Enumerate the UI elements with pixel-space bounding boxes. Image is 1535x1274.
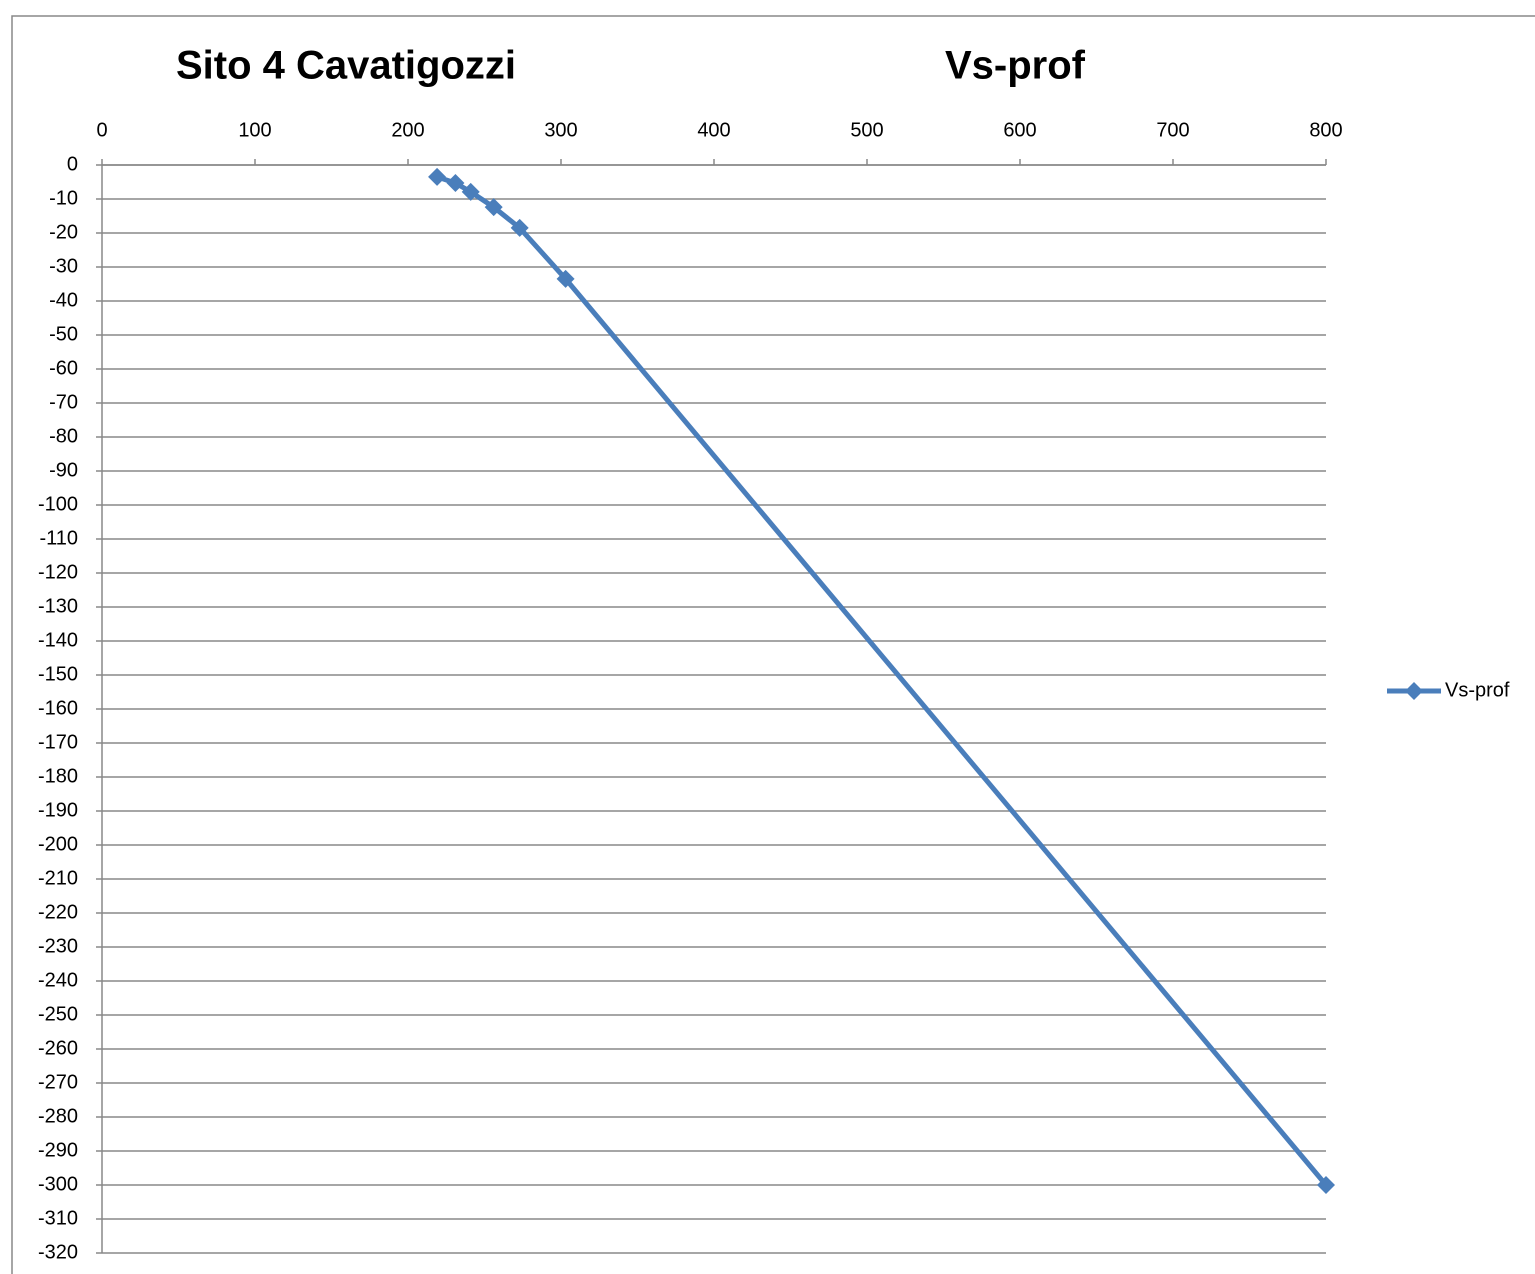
data-point: [428, 167, 447, 186]
annotation: Sito 4 Cavatigozzi: [176, 44, 516, 88]
x-tick-label: 400: [697, 119, 730, 141]
y-tick-label: -100: [38, 493, 78, 515]
x-tick-label: 500: [850, 119, 883, 141]
data-point: [484, 198, 503, 217]
y-tick-label: -90: [49, 459, 78, 481]
y-tick-label: -310: [38, 1207, 78, 1229]
y-tick-label: -260: [38, 1037, 78, 1059]
y-tick-label: -200: [38, 833, 78, 855]
y-tick-label: -50: [49, 323, 78, 345]
y-tick-label: -140: [38, 629, 78, 651]
y-tick-label: -300: [38, 1173, 78, 1195]
data-point: [446, 174, 465, 193]
x-tick-label: 200: [391, 119, 424, 141]
y-tick-label: -70: [49, 391, 78, 413]
y-tick-label: -210: [38, 867, 78, 889]
y-tick-label: -10: [49, 187, 78, 209]
y-tick-label: -170: [38, 731, 78, 753]
legend-marker: [1405, 682, 1423, 700]
y-tick-label: -160: [38, 697, 78, 719]
y-tick-label: -270: [38, 1071, 78, 1093]
x-tick-label: 600: [1003, 119, 1036, 141]
y-tick-label: -40: [49, 289, 78, 311]
x-tick-label: 700: [1156, 119, 1189, 141]
chart-title: Vs-prof: [945, 44, 1086, 88]
y-tick-label: -320: [38, 1241, 78, 1263]
x-tick-label: 100: [238, 119, 271, 141]
y-tick-label: -220: [38, 901, 78, 923]
y-tick-label: -180: [38, 765, 78, 787]
y-tick-label: -60: [49, 357, 78, 379]
y-tick-label: -120: [38, 561, 78, 583]
data-point: [461, 182, 480, 201]
x-tick-label: 800: [1309, 119, 1342, 141]
data-point: [510, 218, 529, 237]
y-tick-label: -280: [38, 1105, 78, 1127]
y-tick-label: -20: [49, 221, 78, 243]
y-tick-label: -230: [38, 935, 78, 957]
y-tick-label: -250: [38, 1003, 78, 1025]
x-tick-label: 0: [96, 119, 107, 141]
chart-border: [11, 15, 1535, 1274]
legend-label: Vs-prof: [1445, 679, 1510, 701]
y-tick-label: -110: [39, 527, 78, 549]
x-tick-label: 300: [544, 119, 577, 141]
data-point: [556, 269, 575, 288]
y-tick-label: 0: [67, 153, 78, 175]
y-tick-label: -190: [38, 799, 78, 821]
data-point: [1317, 1176, 1335, 1194]
y-tick-label: -150: [38, 663, 78, 685]
y-tick-label: -130: [38, 595, 78, 617]
y-tick-label: -30: [49, 255, 78, 277]
y-tick-label: -80: [49, 425, 78, 447]
y-tick-label: -290: [38, 1139, 78, 1161]
y-tick-label: -240: [38, 969, 78, 991]
